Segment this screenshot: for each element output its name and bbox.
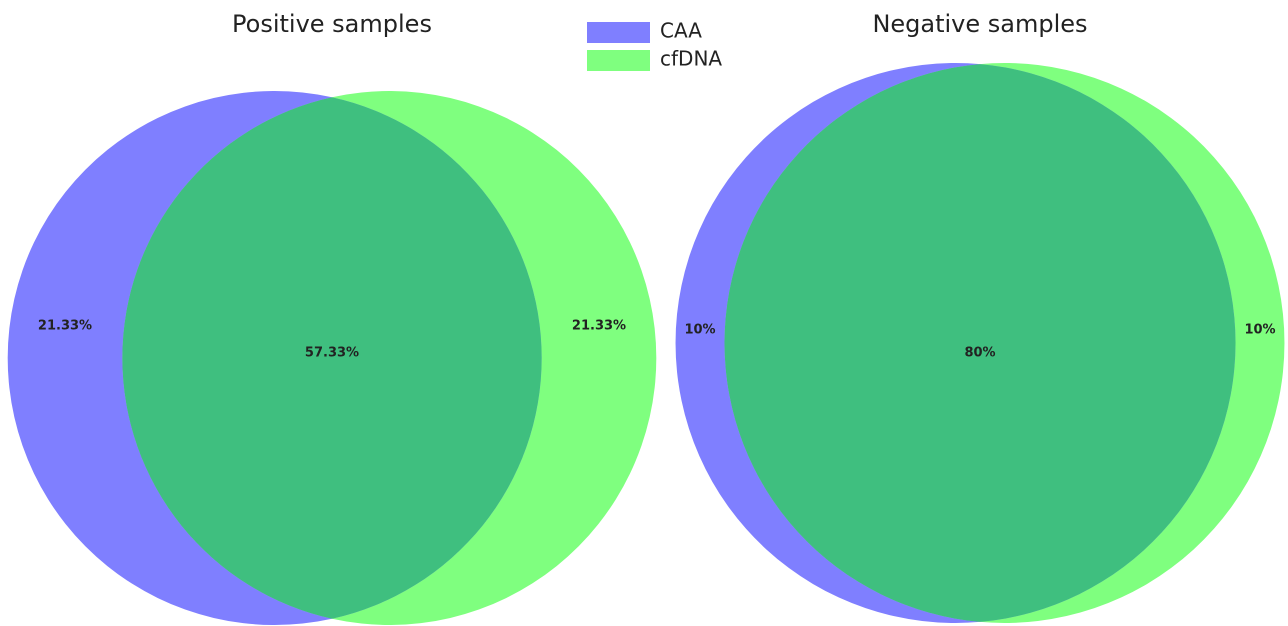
- value-label: 80%: [964, 346, 995, 361]
- value-label: 10%: [1244, 323, 1275, 338]
- value-label: 21.33%: [38, 319, 92, 334]
- value-label: 57.33%: [305, 346, 359, 361]
- chart-title: Positive samples: [232, 10, 432, 38]
- legend-patch: [587, 22, 650, 43]
- overlap-layer: [724, 64, 1236, 622]
- region-a-only: [675, 62, 980, 623]
- value-label: 21.33%: [572, 319, 626, 334]
- chart-title: Negative samples: [872, 10, 1087, 38]
- legend-patch: [587, 50, 650, 71]
- region-overlap: [724, 64, 1236, 622]
- region-b-only: [332, 91, 657, 625]
- region-b-only: [980, 62, 1285, 623]
- legend-label: cfDNA: [660, 47, 722, 71]
- region-overlap: [122, 97, 542, 619]
- value-label: 10%: [684, 323, 715, 338]
- legend-label: CAA: [660, 19, 702, 43]
- region-a-only: [7, 91, 333, 626]
- overlap-layer: [122, 97, 542, 619]
